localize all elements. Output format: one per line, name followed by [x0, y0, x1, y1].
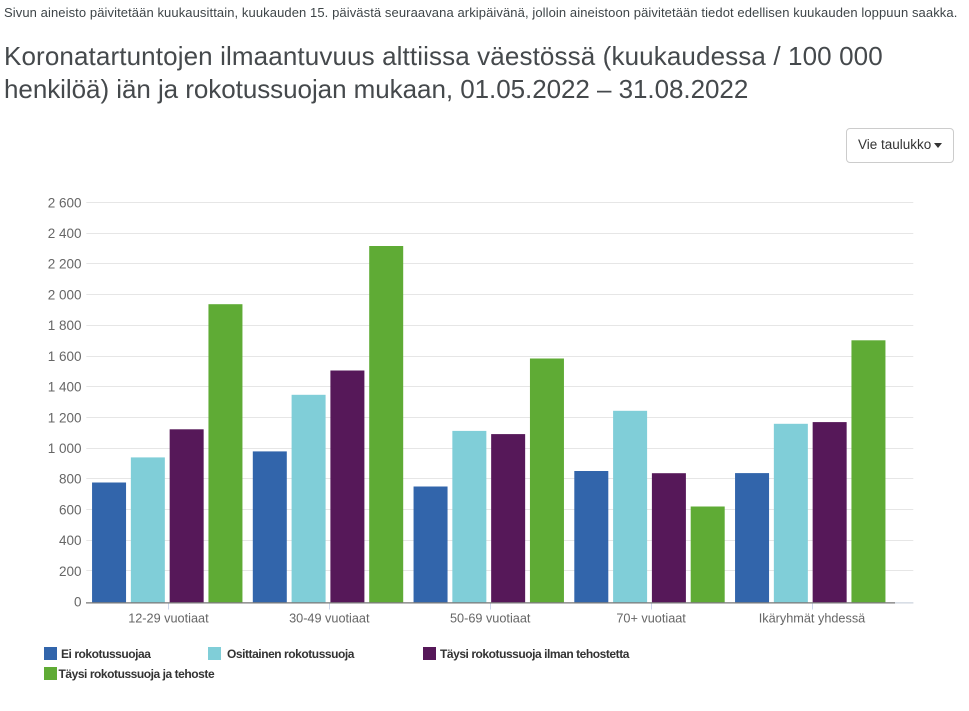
svg-text:1 800: 1 800 [48, 318, 82, 333]
svg-text:0: 0 [74, 595, 82, 610]
svg-text:30-49 vuotiaat: 30-49 vuotiaat [289, 612, 370, 626]
svg-text:600: 600 [59, 502, 82, 517]
svg-text:2 400: 2 400 [48, 226, 82, 241]
svg-text:1 200: 1 200 [48, 410, 82, 425]
svg-text:50-69 vuotiaat: 50-69 vuotiaat [450, 612, 531, 626]
svg-text:70+ vuotiaat: 70+ vuotiaat [616, 612, 686, 626]
svg-text:2 200: 2 200 [48, 257, 82, 272]
svg-text:1 000: 1 000 [48, 441, 82, 456]
svg-text:1 400: 1 400 [48, 380, 82, 395]
svg-text:2 600: 2 600 [48, 195, 82, 210]
svg-text:2 000: 2 000 [48, 287, 82, 302]
svg-text:800: 800 [59, 472, 82, 487]
svg-text:400: 400 [59, 533, 82, 548]
svg-text:Ikäryhmät yhdessä: Ikäryhmät yhdessä [759, 612, 866, 626]
svg-text:1 600: 1 600 [48, 349, 82, 364]
svg-text:200: 200 [59, 564, 82, 579]
svg-text:12-29 vuotiaat: 12-29 vuotiaat [128, 612, 209, 626]
